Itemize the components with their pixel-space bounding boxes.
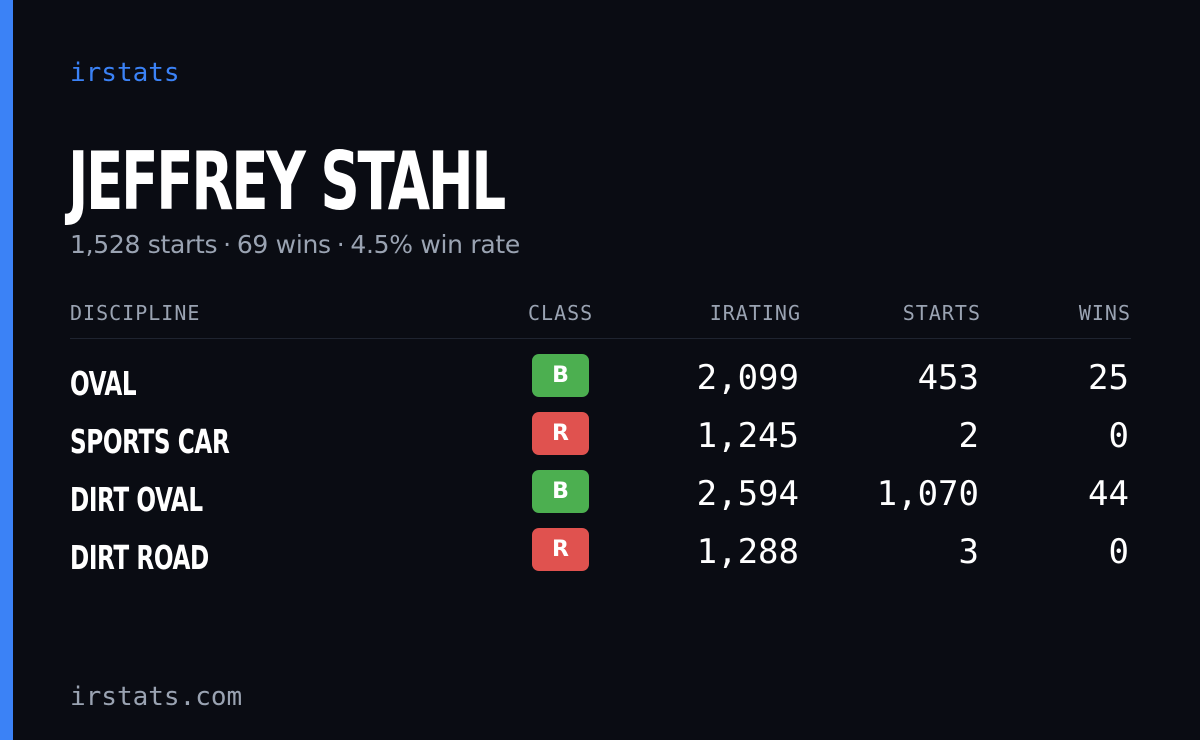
wins-value: 44 (1088, 474, 1129, 514)
discipline-label: OVAL (70, 364, 137, 403)
irating-value: 1,288 (696, 532, 799, 572)
driver-summary: 1,528 starts · 69 wins · 4.5% win rate (70, 228, 520, 262)
class-badge: R (532, 412, 589, 455)
footer-site-link[interactable]: irstats.com (70, 682, 243, 712)
discipline-label: SPORTS CAR (70, 422, 230, 461)
irating-value: 1,245 (696, 416, 799, 456)
wins-value: 25 (1088, 358, 1129, 398)
table-row-dirt-road: DIRT ROAD R 1,288 3 0 (70, 528, 1131, 586)
irating-value: 2,594 (696, 474, 799, 514)
stats-table-header: DISCIPLINE CLASS IRATING STARTS WINS (70, 298, 1131, 339)
summary-separator: · (336, 230, 345, 259)
irating-value: 2,099 (696, 358, 799, 398)
class-badge: B (532, 354, 589, 397)
column-header-irating: IRATING (709, 301, 801, 325)
class-badge: R (532, 528, 589, 571)
table-row-sports-car: SPORTS CAR R 1,245 2 0 (70, 412, 1131, 470)
column-header-starts: STARTS (902, 301, 981, 325)
wins-value: 0 (1108, 416, 1129, 456)
class-badge: B (532, 470, 589, 513)
summary-starts: 1,528 starts (70, 230, 218, 259)
discipline-label: DIRT OVAL (70, 480, 203, 519)
column-header-discipline: DISCIPLINE (70, 301, 201, 325)
table-row-dirt-oval: DIRT OVAL B 2,594 1,070 44 (70, 470, 1131, 528)
summary-separator: · (223, 230, 231, 259)
wins-value: 0 (1108, 532, 1129, 572)
brand-logo[interactable]: irstats (70, 58, 180, 88)
accent-bar (0, 0, 13, 740)
table-row-oval: OVAL B 2,099 453 25 (70, 354, 1131, 412)
discipline-label: DIRT ROAD (70, 538, 209, 577)
starts-value: 453 (917, 358, 979, 398)
summary-wins: 69 wins (236, 230, 331, 259)
column-header-class: CLASS (528, 301, 594, 325)
driver-name: JEFFREY STAHL (68, 135, 506, 228)
summary-win-rate: 4.5% win rate (350, 230, 520, 259)
starts-value: 3 (958, 532, 979, 572)
starts-value: 2 (958, 416, 979, 456)
starts-value: 1,070 (876, 474, 979, 514)
column-header-wins: WINS (1078, 301, 1131, 325)
